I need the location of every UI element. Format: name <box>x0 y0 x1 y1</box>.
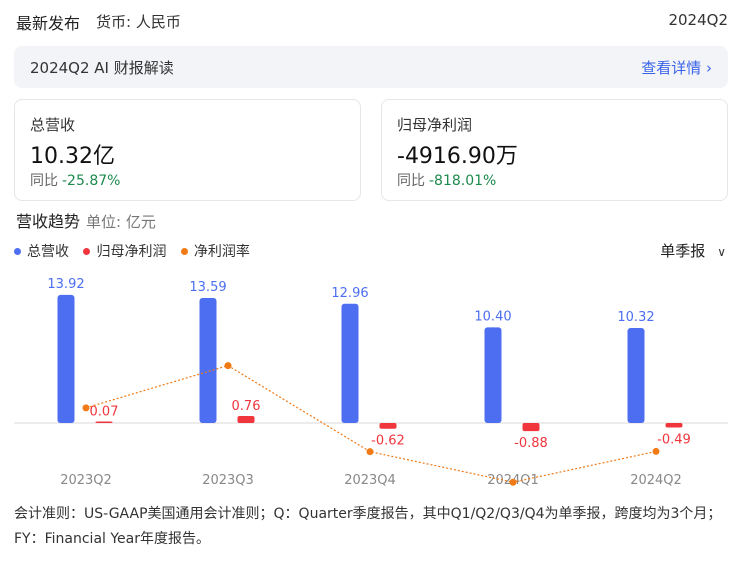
net-profit-bar <box>379 423 397 429</box>
latest-release-title: 最新发布 <box>16 14 81 33</box>
period-label: 2024Q2 <box>668 11 728 29</box>
revenue-yoy-value: -25.87% <box>62 173 121 189</box>
net-profit-bar <box>237 416 255 423</box>
revenue-trend-chart: 13.92 0.07 2023Q2 13.59 0.76 2023Q3 12.96 -0.62… <box>14 277 728 488</box>
net-profit-yoy-value: -818.01% <box>429 173 497 189</box>
net-profit-yoy: 同比 -818.01% <box>397 170 496 190</box>
net-profit-value: -4916.90万 <box>397 144 518 169</box>
net-profit-bar <box>522 423 540 432</box>
net-margin-point <box>509 478 517 486</box>
net-profit-value-label: -0.62 <box>371 434 405 449</box>
net-profit-yoy-label: 同比 <box>397 173 425 189</box>
net-margin-point <box>366 448 374 456</box>
trend-title: 营收趋势 <box>16 212 81 231</box>
legend-dot-net-profit <box>83 247 91 255</box>
net-margin-line <box>85 364 657 483</box>
x-tick-label: 2023Q4 <box>344 473 396 488</box>
legend-item-revenue[interactable]: 总营收 <box>14 241 69 261</box>
net-margin-point <box>224 362 232 370</box>
revenue-card: 总营收 10.32亿 同比 -25.87% <box>14 99 361 201</box>
net-profit-value-label: 0.07 <box>90 405 119 420</box>
x-tick-label: 2023Q2 <box>60 473 112 488</box>
legend-label-net-profit: 归母净利润 <box>96 244 167 260</box>
net-profit-value-label: 0.76 <box>232 399 261 414</box>
trend-unit: 单位: 亿元 <box>86 213 156 231</box>
x-tick-label: 2023Q3 <box>202 473 254 488</box>
legend-item-net-margin[interactable]: 净利润率 <box>180 241 250 261</box>
revenue-bar <box>341 303 359 423</box>
legend-label-net-margin: 净利润率 <box>193 244 250 260</box>
revenue-yoy: 同比 -25.87% <box>30 170 120 190</box>
revenue-value-label: 10.40 <box>474 309 511 324</box>
legend-dot-revenue <box>14 247 21 255</box>
net-profit-bar <box>95 421 113 423</box>
period-type-label: 单季报 <box>660 242 706 260</box>
net-profit-label: 归母净利润 <box>397 116 473 134</box>
revenue-value-label: 10.32 <box>617 310 654 325</box>
net-profit-value-label: -0.88 <box>514 436 548 451</box>
ai-report-label: 2024Q2 AI 财报解读 <box>30 59 174 77</box>
revenue-bar <box>57 294 75 423</box>
period-type-selector[interactable]: 单季报 ∨ <box>660 240 726 261</box>
revenue-bar <box>484 327 502 423</box>
currency-label: 货币: 人民币 <box>96 13 181 31</box>
revenue-value: 10.32亿 <box>30 144 115 169</box>
net-profit-card: 归母净利润 -4916.90万 同比 -818.01% <box>381 99 728 201</box>
view-details-link[interactable]: 查看详情 › <box>641 59 712 77</box>
net-profit-value-label: -0.49 <box>657 433 691 448</box>
net-profit-bar <box>665 423 683 428</box>
top-bar: 最新发布 货币: 人民币 2024Q2 <box>16 10 728 34</box>
legend-label-revenue: 总营收 <box>27 244 69 260</box>
trend-header: 营收趋势 单位: 亿元 <box>16 208 156 231</box>
net-margin-point <box>82 404 90 412</box>
x-tick-label: 2024Q2 <box>630 473 682 488</box>
revenue-label: 总营收 <box>30 116 76 134</box>
revenue-value-label: 13.59 <box>189 280 226 295</box>
legend-item-net-profit[interactable]: 归母净利润 <box>83 241 166 261</box>
legend-dot-net-margin <box>180 247 188 255</box>
chart-legend: 总营收 归母净利润 净利润率 <box>14 241 260 261</box>
chevron-down-icon: ∨ <box>717 245 726 259</box>
revenue-yoy-label: 同比 <box>30 173 58 189</box>
revenue-bar <box>627 328 645 423</box>
revenue-bar <box>199 297 217 423</box>
revenue-value-label: 12.96 <box>331 286 368 301</box>
revenue-value-label: 13.92 <box>47 277 84 292</box>
net-margin-point <box>652 447 660 455</box>
accounting-footnote: 会计准则：US-GAAP美国通用会计准则；Q：Quarter季度报告，其中Q1/… <box>14 506 722 547</box>
ai-report-bar[interactable]: 2024Q2 AI 财报解读 查看详情 › <box>14 46 728 88</box>
